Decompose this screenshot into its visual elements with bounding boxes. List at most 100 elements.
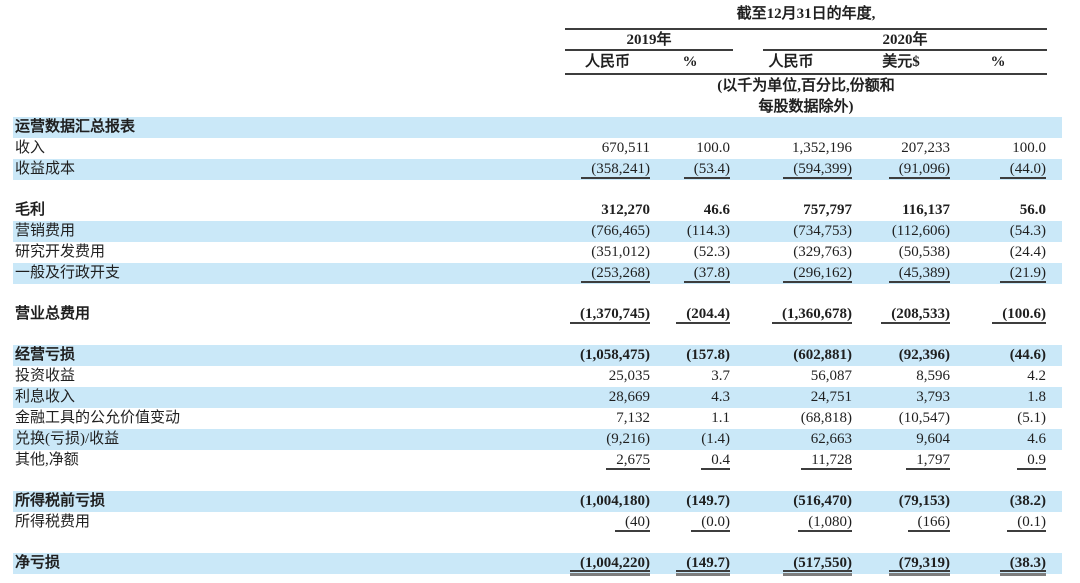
value-cell: (594,399) bbox=[730, 159, 852, 180]
cell-value: (21.9) bbox=[999, 263, 1046, 283]
row-right-padding bbox=[1046, 429, 1062, 450]
value-cell: (44.0) bbox=[950, 159, 1046, 180]
value-cell: 207,233 bbox=[852, 138, 950, 159]
cell-value: (38.3) bbox=[999, 553, 1047, 576]
row-right-padding bbox=[1046, 221, 1062, 242]
cell-value: 100.0 bbox=[1012, 140, 1046, 156]
value-cell: (149.7) bbox=[650, 491, 730, 512]
cell-value: (5.1) bbox=[1017, 410, 1046, 426]
value-cell: 116,137 bbox=[852, 200, 950, 221]
row-right-padding bbox=[1046, 512, 1062, 533]
cell-value: (253,268) bbox=[581, 263, 650, 283]
cell-value: (157.8) bbox=[686, 347, 730, 363]
spacer-row bbox=[13, 471, 1062, 491]
cell-value: (358,241) bbox=[581, 159, 650, 179]
value-cell: (157.8) bbox=[650, 345, 730, 366]
value-cell: (24.4) bbox=[950, 242, 1046, 263]
cell-value: (296,162) bbox=[783, 263, 852, 283]
table-header: 截至12月31日的年度, 2019年 2020年 人民币% 人民币 美元$% (以千… bbox=[565, 2, 1047, 118]
cell-value: (1,360,678) bbox=[772, 304, 852, 324]
row-right-padding bbox=[1046, 304, 1062, 325]
cell-value: (9,216) bbox=[606, 431, 650, 447]
value-cell: (91,096) bbox=[852, 159, 950, 180]
cell-value: 4.2 bbox=[1027, 368, 1046, 384]
cell-value: (45,389) bbox=[888, 263, 950, 283]
cell-value: (149.7) bbox=[676, 553, 730, 576]
cell-value: (53.4) bbox=[683, 159, 730, 179]
row-right-padding bbox=[1046, 263, 1062, 284]
column-header: 美元$ bbox=[882, 54, 920, 70]
table-row: 利息收入 28,669 4.3 24,751 3,793 1.8 bbox=[13, 387, 1062, 408]
cell-value: 7,132 bbox=[616, 410, 650, 426]
value-cell: (358,241) bbox=[540, 159, 650, 180]
row-right-padding bbox=[1046, 366, 1062, 387]
cell-value: (40) bbox=[615, 512, 650, 532]
cell-value: 62,663 bbox=[810, 431, 852, 447]
value-cell: (1.4) bbox=[650, 429, 730, 450]
value-cell: (149.7) bbox=[650, 553, 730, 576]
row-right-padding bbox=[1046, 450, 1062, 471]
cell-value: 670,511 bbox=[601, 140, 650, 156]
value-cell: (734,753) bbox=[730, 221, 852, 242]
row-label: 营销费用 bbox=[15, 223, 76, 239]
value-cell: 0.9 bbox=[950, 450, 1046, 471]
value-cell: 8,596 bbox=[852, 366, 950, 387]
row-right-padding bbox=[1046, 200, 1062, 221]
cell-value: 9,604 bbox=[916, 431, 950, 447]
row-label: 收益成本 bbox=[15, 161, 76, 177]
table-row: 毛利 312,270 46.6 757,797 116,137 56.0 bbox=[13, 200, 1062, 221]
column-header: % bbox=[990, 54, 1006, 70]
value-cell: (79,153) bbox=[852, 491, 950, 512]
value-cell: 2,675 bbox=[540, 450, 650, 471]
cell-value: 1.8 bbox=[1027, 389, 1046, 405]
cell-value: 116,137 bbox=[902, 202, 950, 218]
cell-value: (50,538) bbox=[898, 244, 950, 260]
row-label: 净亏损 bbox=[15, 555, 61, 571]
value-cell: (45,389) bbox=[852, 263, 950, 284]
cell-value: (91,096) bbox=[888, 159, 950, 179]
value-cell: 4.6 bbox=[950, 429, 1046, 450]
cell-value: 56,087 bbox=[810, 368, 852, 384]
value-cell: 1.8 bbox=[950, 387, 1046, 408]
value-cell: (516,470) bbox=[730, 491, 852, 512]
row-right-padding bbox=[1046, 491, 1062, 512]
cell-value: (0.1) bbox=[1007, 512, 1046, 532]
spacer-row bbox=[13, 325, 1062, 345]
value-cell: (92,396) bbox=[852, 345, 950, 366]
cell-value: (208,533) bbox=[881, 304, 950, 324]
value-cell: (351,012) bbox=[540, 242, 650, 263]
table-row: 收益成本 (358,241) (53.4) (594,399) (91,096) (44.… bbox=[13, 159, 1062, 180]
value-cell bbox=[950, 117, 1046, 138]
row-label: 兑换(亏损)/收益 bbox=[15, 431, 120, 447]
cell-value: 0.4 bbox=[701, 450, 730, 470]
cell-value: (44.6) bbox=[1009, 347, 1046, 363]
cell-value: 4.6 bbox=[1027, 431, 1046, 447]
cell-value: 3,793 bbox=[916, 389, 950, 405]
value-cell: 9,604 bbox=[852, 429, 950, 450]
cell-value: 1.1 bbox=[711, 410, 730, 426]
cell-value: (1,058,475) bbox=[580, 347, 650, 363]
column-header-row: 人民币% 人民币 美元$% bbox=[565, 51, 1047, 75]
value-cell: 28,669 bbox=[540, 387, 650, 408]
value-cell: (1,360,678) bbox=[730, 304, 852, 325]
table-row: 研究开发费用 (351,012) (52.3) (329,763) (50,538) (2… bbox=[13, 242, 1062, 263]
row-right-padding bbox=[1046, 345, 1062, 366]
value-cell: (54.3) bbox=[950, 221, 1046, 242]
cell-value: (52.3) bbox=[693, 244, 730, 260]
row-right-padding bbox=[1046, 553, 1062, 574]
table-row: 所得税前亏损 (1,004,180) (149.7) (516,470) (79,153… bbox=[13, 491, 1062, 512]
table-row: 金融工具的公允价值变动 7,132 1.1 (68,818) (10,547) (5.1) bbox=[13, 408, 1062, 429]
cell-value: (351,012) bbox=[591, 244, 650, 260]
value-cell: 1,352,196 bbox=[730, 138, 852, 159]
year-2020-header: 2020年 bbox=[763, 30, 1047, 51]
cell-value: 0.9 bbox=[1017, 450, 1046, 470]
value-cell: (44.6) bbox=[950, 345, 1046, 366]
year-group-gap bbox=[733, 30, 763, 51]
row-label: 运营数据汇总报表 bbox=[15, 119, 136, 135]
value-cell: 56.0 bbox=[950, 200, 1046, 221]
value-cell: (1,004,180) bbox=[540, 491, 650, 512]
value-cell: (52.3) bbox=[650, 242, 730, 263]
value-cell: (9,216) bbox=[540, 429, 650, 450]
value-cell: (40) bbox=[540, 512, 650, 533]
cell-value: (24.4) bbox=[1009, 244, 1046, 260]
